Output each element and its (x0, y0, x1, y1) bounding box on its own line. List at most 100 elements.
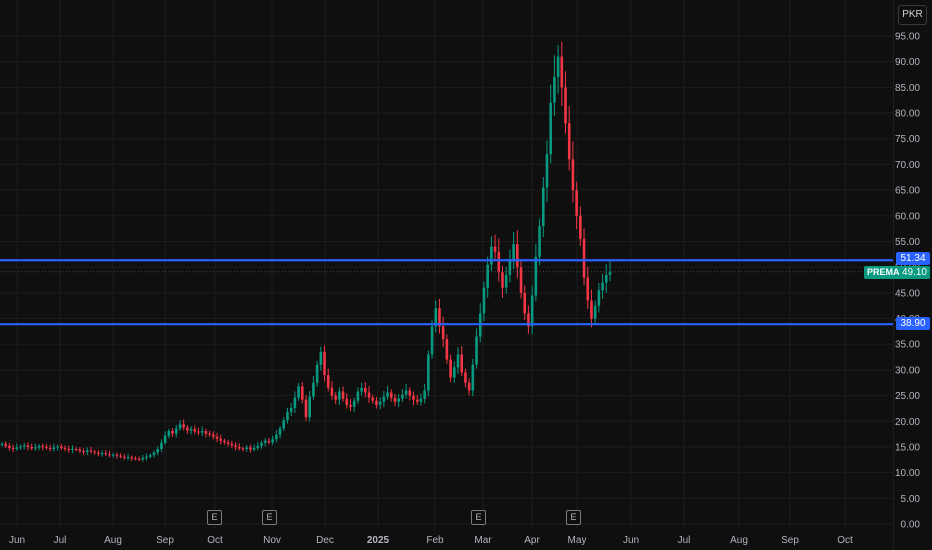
candle-body (126, 457, 130, 459)
candle-body (85, 450, 89, 453)
y-tick-label: 15.00 (895, 442, 920, 453)
candle-body (241, 448, 245, 450)
earnings-marker-4[interactable]: E (566, 510, 581, 525)
candle-body (263, 440, 267, 443)
candle-body (412, 395, 415, 400)
candle-body (123, 456, 126, 458)
candle-body (308, 396, 312, 418)
earnings-marker-1[interactable]: E (207, 510, 222, 525)
y-tick-label: 25.00 (895, 391, 920, 402)
candle-body (389, 392, 393, 398)
candle-body (504, 274, 508, 288)
candle-body (427, 354, 430, 391)
candle-body (212, 434, 215, 437)
candle-body (530, 295, 534, 327)
currency-button[interactable]: PKR (898, 5, 927, 25)
x-tick-label: Oct (207, 535, 223, 546)
candle-body (93, 451, 96, 453)
candle-body (404, 390, 408, 395)
candle-body (567, 123, 571, 160)
candle-body (189, 428, 193, 431)
candle-body (441, 326, 445, 340)
candle-body (541, 187, 545, 227)
candle-body (271, 439, 274, 443)
candle-body (449, 359, 452, 378)
candle-body (341, 391, 345, 399)
earnings-marker-3[interactable]: E (471, 510, 486, 525)
candle-body (560, 56, 564, 88)
candle-body (323, 351, 326, 376)
candle-body (171, 431, 174, 434)
candle-body (319, 351, 323, 365)
candle-body (111, 454, 115, 456)
candle-body (219, 438, 223, 441)
candle-body (579, 215, 582, 239)
x-tick-label: Mar (474, 535, 492, 546)
candle-body (282, 420, 286, 429)
candle-body (230, 443, 234, 446)
candle-body (145, 456, 148, 458)
x-tick-label: Dec (316, 535, 334, 546)
candle-body (160, 442, 163, 450)
candle-body (330, 387, 334, 396)
candle-body (378, 401, 382, 405)
x-tick-label: Aug (730, 535, 748, 546)
candle-body (497, 251, 501, 273)
candle-body (312, 382, 315, 397)
candle-body (134, 458, 137, 460)
x-tick-label: Jun (9, 535, 25, 546)
y-tick-label: 5.00 (901, 494, 921, 505)
candle-body (186, 427, 189, 431)
candle-body (74, 449, 78, 451)
candle-body (545, 154, 549, 188)
candle-body (115, 454, 119, 456)
candle-body (89, 450, 93, 452)
candle-body (15, 447, 19, 450)
candle-body (11, 447, 15, 450)
candle-body (78, 449, 82, 452)
candle-body (245, 447, 248, 450)
y-tick-label: 20.00 (895, 417, 920, 428)
candle-body (297, 386, 300, 398)
level-tag-lower[interactable]: 38.90 (896, 317, 930, 330)
candle-body (22, 445, 26, 447)
candle-body (352, 400, 356, 407)
x-tick-label: Jul (54, 535, 67, 546)
candle-body (197, 431, 200, 433)
candle-body (215, 436, 219, 439)
x-tick-label: Aug (104, 535, 122, 546)
candle-body (482, 287, 486, 314)
candle-body (564, 87, 567, 124)
candle-body (582, 238, 586, 278)
candle-body (415, 399, 419, 402)
candle-body (516, 244, 519, 268)
candle-body (430, 326, 434, 355)
x-tick-label: 2025 (367, 535, 390, 546)
candle-body (367, 392, 371, 398)
candle-body (63, 447, 67, 450)
candle-body (82, 451, 85, 453)
y-tick-label: 10.00 (895, 468, 920, 479)
candle-body (200, 431, 204, 433)
x-tick-label: Oct (837, 535, 853, 546)
candle-body (252, 447, 256, 450)
candle-body (375, 400, 378, 405)
y-tick-label: 60.00 (895, 211, 920, 222)
earnings-marker-2[interactable]: E (262, 510, 277, 525)
candle-body (575, 190, 578, 216)
candle-body (37, 445, 41, 448)
candle-body (208, 433, 211, 435)
candle-body (534, 256, 538, 296)
candle-body (119, 455, 122, 457)
y-tick-label: 0.00 (901, 520, 921, 531)
candle-body (182, 424, 185, 428)
x-tick-label: Feb (426, 535, 444, 546)
candle-body (490, 246, 493, 265)
candle-body (523, 292, 527, 314)
candle-body (386, 392, 389, 397)
candle-body (371, 397, 375, 401)
candle-body (223, 440, 226, 443)
level-tag-upper[interactable]: 51.34 (896, 252, 930, 265)
candle-body (326, 375, 330, 388)
